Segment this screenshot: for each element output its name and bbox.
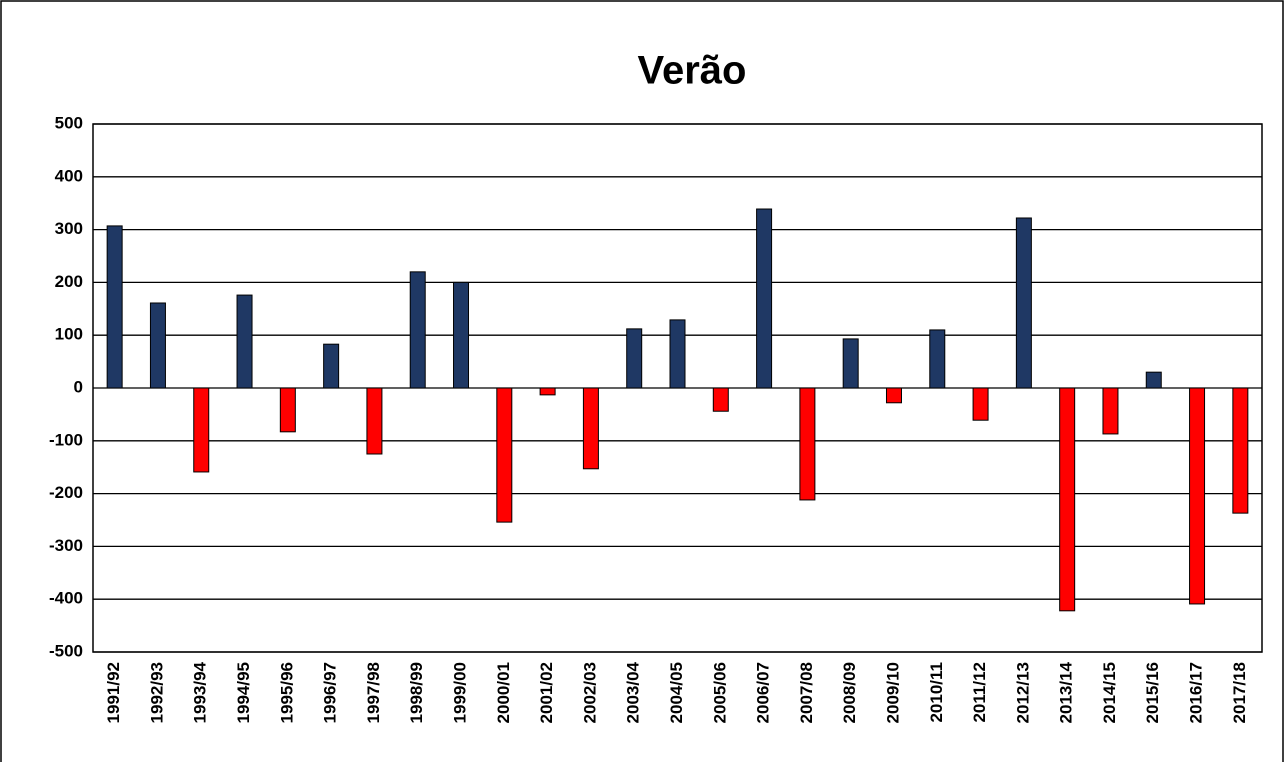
bar — [496, 387, 513, 523]
bar — [1145, 371, 1162, 389]
bar — [712, 387, 729, 412]
x-tick-label: 2011/12 — [970, 662, 989, 723]
x-tick-label: 2000/01 — [494, 662, 513, 723]
bar — [279, 387, 296, 433]
y-tick-label: 0 — [74, 377, 83, 396]
bar — [409, 271, 426, 389]
bar — [799, 387, 816, 501]
x-tick-label: 1996/97 — [321, 662, 340, 723]
x-tick-label: 2016/17 — [1187, 662, 1206, 723]
bar — [582, 387, 599, 470]
x-tick-label: 2017/18 — [1230, 662, 1249, 723]
bar — [626, 328, 643, 389]
y-tick-label: 200 — [55, 272, 83, 291]
x-tick-label: 1999/00 — [451, 662, 470, 723]
bar — [1189, 387, 1206, 605]
x-tick-label: 1995/96 — [277, 662, 296, 723]
x-tick-label: 2004/05 — [667, 662, 686, 723]
bar — [323, 343, 340, 389]
x-tick-label: 2002/03 — [580, 662, 599, 723]
y-tick-label: -300 — [49, 536, 83, 555]
bar — [366, 387, 383, 455]
x-tick-label: 2012/13 — [1013, 662, 1032, 723]
bar — [106, 225, 123, 389]
x-tick-label: 1992/93 — [147, 662, 166, 723]
x-tick-label: 2009/10 — [883, 662, 902, 723]
y-tick-label: -200 — [49, 483, 83, 502]
bar — [1232, 387, 1249, 514]
y-tick-label: -100 — [49, 430, 83, 449]
y-tick-label: 100 — [55, 325, 83, 344]
x-tick-label: 2013/14 — [1057, 661, 1076, 723]
x-tick-label: 2001/02 — [537, 662, 556, 723]
bar — [842, 338, 859, 389]
x-tick-label: 2008/09 — [840, 662, 859, 723]
bar — [669, 319, 686, 389]
x-tick-label: 1993/94 — [191, 661, 210, 723]
bar — [1015, 217, 1032, 389]
x-tick-label: 1994/95 — [234, 662, 253, 723]
bar — [236, 294, 253, 389]
bar — [972, 387, 989, 421]
y-tick-label: -400 — [49, 589, 83, 608]
y-tick-label: 400 — [55, 166, 83, 185]
bar — [539, 387, 556, 396]
bar — [756, 208, 773, 389]
bar — [193, 387, 210, 473]
y-tick-label: -500 — [49, 641, 83, 660]
y-tick-label: 300 — [55, 219, 83, 238]
x-tick-label: 1991/92 — [104, 662, 123, 723]
bar — [885, 387, 902, 404]
x-tick-label: 2010/11 — [927, 662, 946, 723]
x-tick-label: 2014/15 — [1100, 662, 1119, 723]
bar — [149, 302, 166, 389]
bar — [929, 329, 946, 389]
x-tick-label: 2005/06 — [710, 662, 729, 723]
bar — [453, 281, 470, 389]
bar — [1059, 387, 1076, 612]
y-tick-label: 500 — [55, 113, 83, 132]
x-tick-label: 1998/99 — [407, 662, 426, 723]
x-tick-label: 2007/08 — [797, 662, 816, 723]
x-tick-label: 2006/07 — [754, 662, 773, 723]
x-tick-label: 1997/98 — [364, 662, 383, 723]
bar — [1102, 387, 1119, 435]
x-tick-label: 2015/16 — [1143, 662, 1162, 723]
x-tick-label: 2003/04 — [624, 661, 643, 723]
chart-title: Verão — [638, 49, 747, 93]
